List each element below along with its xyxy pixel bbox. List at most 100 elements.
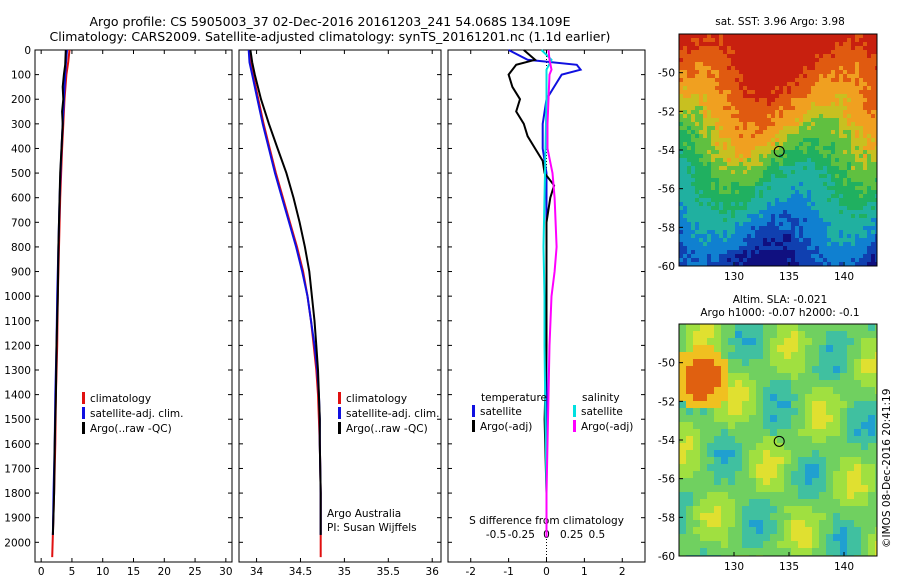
y-tick-label: 100 (11, 70, 31, 82)
x-tick-label: 10 (96, 566, 109, 578)
x-tick-label: 30 (219, 566, 232, 578)
x-tick-label: 135 (779, 561, 799, 573)
x-tick-label: 34.5 (289, 566, 312, 578)
y-tick-label: -50 (658, 68, 675, 80)
sal-diff-tick-label: -0.25 (508, 529, 535, 541)
x-tick-label: 36 (426, 566, 440, 578)
series-line-salinity-argo-adj- (545, 49, 558, 538)
legend-swatch (338, 407, 341, 419)
legend-swatch (338, 422, 341, 434)
y-tick-label: 1800 (4, 488, 31, 500)
y-tick-label: 1500 (4, 414, 31, 426)
legend-label: Argo(-adj) (480, 421, 532, 433)
y-tick-label: -54 (658, 145, 675, 157)
x-tick-label: 5 (69, 566, 76, 578)
legend-swatch (82, 407, 85, 419)
legend-swatch (338, 392, 341, 404)
y-tick-label: 1100 (4, 316, 31, 328)
y-tick-label: -56 (658, 474, 675, 486)
y-tick-label: 300 (11, 119, 31, 131)
legend-temperature-header: temperature (481, 392, 547, 404)
series-line-temperature-argo-adj- (507, 49, 556, 538)
x-tick-label: 25 (188, 566, 201, 578)
legend-label: Argo(..raw -QC) (346, 423, 428, 435)
legend-swatch (82, 422, 85, 434)
legend-swatch (472, 405, 475, 417)
map-panel-2: 130 135 140 -50 -52 -54 -56 -58 -60 (658, 323, 878, 573)
map-raster (679, 324, 877, 556)
y-tick-label: -58 (658, 222, 675, 234)
x-tick-label: 35 (338, 566, 351, 578)
y-tick-label: -60 (658, 261, 675, 273)
legend-label: satellite (480, 406, 522, 418)
x-tick-label: 135 (779, 271, 799, 283)
y-tick-label: 1000 (4, 291, 31, 303)
legend-label: Argo(..raw -QC) (90, 423, 172, 435)
sst-map-title: sat. SST: 3.96 Argo: 3.98 (715, 16, 845, 28)
y-tick-label: 400 (11, 143, 31, 155)
y-tick-label: -52 (658, 106, 675, 118)
y-tick-label: 900 (11, 267, 31, 279)
y-tick-label: 700 (11, 217, 31, 229)
legend-salinity-header: salinity (582, 392, 620, 404)
x-tick-label: 1 (581, 566, 588, 578)
map-raster (679, 34, 877, 266)
y-tick-label: 0 (24, 45, 31, 57)
profile-panel-1: 0100200300400500600700800900100011001200… (4, 45, 233, 578)
annotation-line-2: PI: Susan Wijffels (327, 522, 417, 534)
x-tick-label: 15 (127, 566, 140, 578)
y-tick-label: 1700 (4, 463, 31, 475)
y-tick-label: -60 (658, 551, 675, 563)
legend-label: satellite-adj. clim. (346, 408, 439, 420)
y-tick-label: 200 (11, 94, 31, 106)
y-tick-label: 500 (11, 168, 31, 180)
legend-label: satellite (581, 406, 623, 418)
legend-label: climatology (346, 393, 407, 405)
series-line-satellite-adj-clim- (247, 49, 322, 535)
legend-label: Argo(-adj) (581, 421, 633, 433)
sla-map-title: Altim. SLA: -0.021 (733, 294, 828, 306)
sal-diff-tick-label: 0.25 (560, 529, 583, 541)
x-tick-label: 130 (724, 561, 744, 573)
profile-panel-3: -2-1012T difference from climatology-0.5… (447, 49, 646, 578)
y-tick-label: -58 (658, 512, 675, 524)
x-tick-label: 0 (543, 566, 550, 578)
series-line-argo-raw-qc- (51, 49, 67, 535)
x-tick-label: -1 (503, 566, 513, 578)
x-tick-label: 130 (724, 271, 744, 283)
legend-swatch (472, 420, 475, 432)
x-tick-label: 34 (250, 566, 264, 578)
y-tick-label: -54 (658, 435, 675, 447)
sal-diff-tick-label: -0.5 (486, 529, 507, 541)
y-tick-label: -56 (658, 184, 675, 196)
figure-title-line2: Climatology: CARS2009. Satellite-adjuste… (49, 29, 611, 44)
series-line-salinity-satellite (540, 49, 553, 538)
figure-title-line1: Argo profile: CS 5905003_37 02-Dec-2016 … (89, 14, 571, 29)
x-tick-label: 2 (619, 566, 626, 578)
plot-frame (34, 49, 233, 563)
legend-swatch (82, 392, 85, 404)
y-tick-label: 1400 (4, 390, 31, 402)
y-tick-label: 2000 (4, 537, 31, 549)
x-tick-label: -2 (465, 566, 475, 578)
y-tick-label: 1300 (4, 365, 31, 377)
legend-swatch (573, 420, 576, 432)
annotation-line-1: Argo Australia (327, 508, 401, 520)
legend-swatch (573, 405, 576, 417)
x-tick-label: 35.5 (377, 566, 400, 578)
y-tick-label: 1600 (4, 439, 31, 451)
legend-label: satellite-adj. clim. (90, 408, 183, 420)
y-tick-label: -52 (658, 396, 675, 408)
sla-map-subtitle: Argo h1000: -0.07 h2000: -0.1 (700, 307, 859, 319)
x-tick-label: 140 (834, 561, 854, 573)
x-tick-label: 20 (158, 566, 171, 578)
legend-label: climatology (90, 393, 151, 405)
map-panel-1: 130 135 140 -50 -52 -54 -56 -58 -60 (658, 33, 878, 283)
plot-frame (238, 49, 442, 563)
y-tick-label: -50 (658, 358, 675, 370)
argo-location-marker (773, 145, 785, 157)
series-line-climatology (248, 49, 322, 558)
series-line-argo-raw-qc- (249, 49, 322, 535)
sal-diff-tick-label: 0.5 (589, 529, 606, 541)
